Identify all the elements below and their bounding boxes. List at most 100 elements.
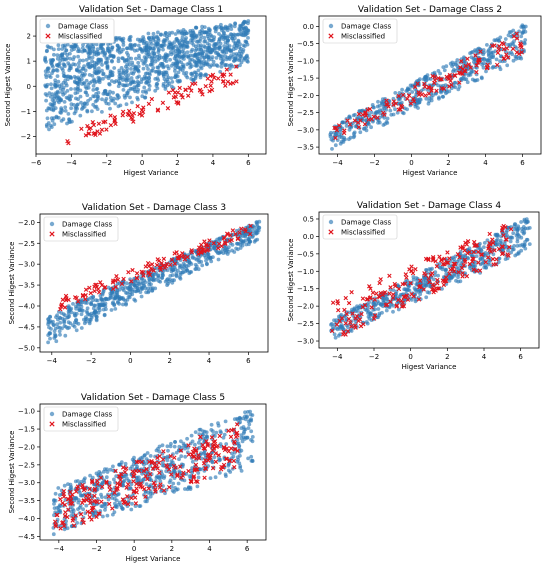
- damage-class-point: [174, 488, 179, 492]
- misclassified-point: [180, 95, 185, 100]
- damage-class-point: [121, 88, 126, 92]
- misclassified-point: [177, 85, 182, 91]
- y-tick-label: −4.5: [18, 533, 35, 541]
- damage-class-point: [436, 273, 440, 278]
- damage-class-point: [174, 49, 178, 53]
- damage-class-point: [87, 65, 92, 70]
- damage-class-point: [369, 125, 373, 130]
- damage-class-point: [50, 104, 55, 108]
- misclassified-point: [342, 128, 347, 133]
- damage-class-point: [173, 69, 177, 73]
- damage-class-point: [424, 268, 428, 272]
- damage-class-point: [46, 340, 50, 345]
- damage-class-point: [146, 52, 150, 57]
- damage-class-point: [153, 77, 158, 81]
- damage-class-point: [197, 260, 202, 265]
- damage-class-point: [47, 73, 52, 78]
- damage-class-point: [123, 461, 128, 466]
- damage-class-point: [458, 279, 463, 284]
- damage-class-point: [418, 97, 423, 102]
- misclassified-point: [149, 459, 154, 464]
- damage-class-point: [238, 63, 242, 68]
- misclassified-point: [468, 65, 473, 70]
- damage-class-point: [52, 122, 57, 127]
- misclassified-point: [488, 249, 494, 254]
- damage-class-point: [82, 321, 87, 326]
- points-layer: [46, 219, 262, 345]
- misclassified-point: [146, 271, 151, 276]
- damage-class-point: [155, 266, 159, 271]
- damage-class-point: [444, 272, 449, 276]
- damage-class-point: [515, 227, 520, 232]
- damage-class-point: [144, 90, 149, 95]
- damage-class-point: [110, 290, 114, 295]
- damage-class-point: [64, 48, 69, 53]
- damage-class-point: [224, 474, 228, 478]
- damage-class-point: [206, 26, 211, 31]
- damage-class-point: [187, 260, 192, 265]
- damage-class-point: [95, 69, 99, 74]
- damage-class-point: [59, 119, 64, 123]
- misclassified-point: [335, 299, 340, 304]
- misclassified-point: [201, 461, 207, 466]
- damage-class-point: [79, 100, 83, 105]
- damage-class-point: [207, 46, 212, 51]
- misclassified-point: [215, 245, 221, 251]
- damage-class-point: [485, 43, 489, 47]
- damage-class-point: [77, 77, 82, 81]
- damage-class-point: [100, 481, 105, 486]
- chart-panel-5: Validation Set - Damage Class 5 −4 −2 0 2 4 6−…: [0, 388, 275, 576]
- misclassified-point: [61, 489, 67, 494]
- misclassified-point: [173, 465, 178, 470]
- damage-class-point: [204, 258, 208, 263]
- y-tick-label: −0.5: [297, 250, 314, 258]
- misclassified-point: [476, 249, 481, 255]
- x-axis-label: Higest Variance: [403, 169, 458, 177]
- damage-class-point: [419, 289, 423, 294]
- misclassified-point: [91, 122, 97, 128]
- misclassified-point: [462, 257, 468, 262]
- y-tick-label: −3.0: [297, 126, 314, 134]
- y-axis-label: Second Higest Variance: [287, 239, 295, 322]
- damage-class-point: [481, 48, 486, 52]
- misclassified-point: [81, 520, 86, 525]
- misclassified-point: [235, 236, 241, 241]
- damage-class-point: [441, 95, 445, 99]
- damage-class-point: [201, 436, 206, 441]
- misclassified-point: [349, 324, 354, 329]
- damage-class-point: [93, 509, 98, 514]
- damage-class-point: [131, 282, 136, 286]
- damage-class-point: [94, 87, 99, 92]
- damage-class-point: [500, 59, 505, 64]
- x-tick-label: 0: [140, 159, 144, 167]
- y-tick-label: −4.0: [18, 303, 35, 311]
- misclassified-point: [450, 266, 456, 272]
- damage-class-point: [464, 77, 469, 82]
- damage-class-point: [161, 47, 165, 52]
- misclassified-point: [434, 264, 440, 269]
- damage-class-point: [219, 34, 224, 39]
- damage-class-point: [86, 99, 90, 103]
- damage-class-point: [117, 462, 122, 467]
- damage-class-point: [87, 73, 92, 77]
- damage-class-point: [78, 94, 83, 99]
- damage-class-point: [400, 87, 404, 92]
- misclassified-point: [92, 486, 98, 492]
- legend-entry-misclassified: Misclassified: [341, 33, 385, 41]
- misclassified-point: [504, 52, 509, 57]
- damage-class-point: [88, 47, 92, 52]
- misclassified-point: [467, 249, 472, 255]
- damage-class-point: [440, 267, 445, 272]
- damage-class-point: [483, 251, 488, 255]
- damage-class-point: [97, 80, 102, 85]
- misclassified-point: [334, 322, 340, 327]
- damage-class-point: [69, 94, 74, 99]
- misclassified-point: [83, 297, 88, 302]
- misclassified-point: [247, 231, 253, 237]
- damage-class-point: [126, 286, 130, 291]
- damage-class-point: [411, 275, 416, 279]
- misclassified-point: [230, 80, 236, 86]
- damage-class-point: [241, 26, 246, 31]
- damage-class-point: [120, 56, 125, 60]
- damage-class-point: [453, 80, 458, 85]
